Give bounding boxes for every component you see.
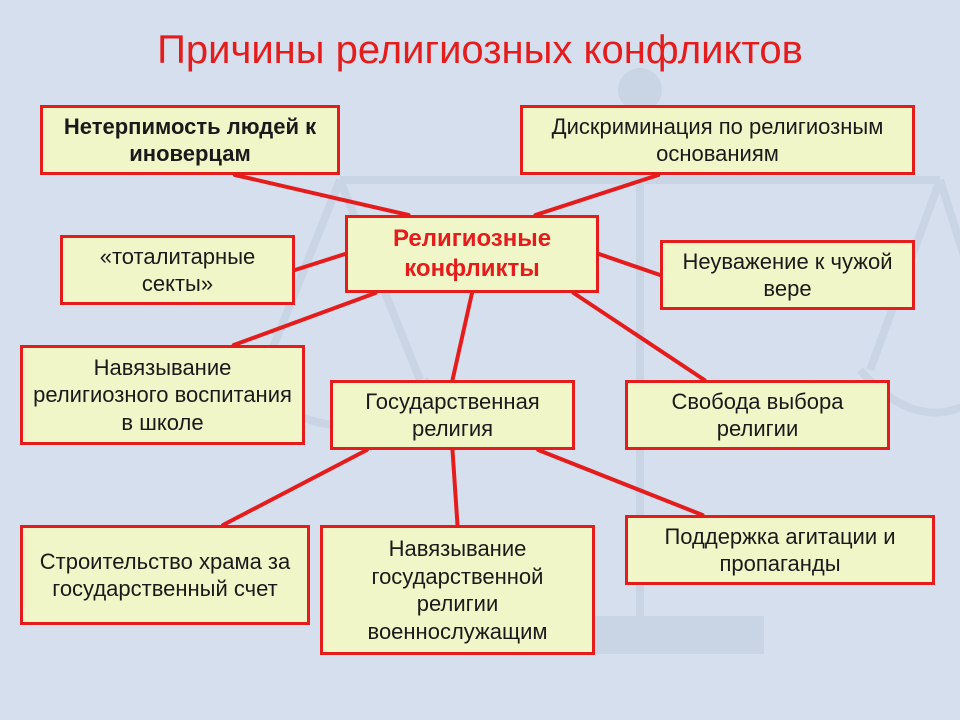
- node-label: Религиозные конфликты: [358, 224, 586, 284]
- node-sects: «тоталитарные секты»: [60, 235, 295, 305]
- node-label: Неуважение к чужой вере: [673, 248, 902, 303]
- node-label: Навязывание религиозного воспитания в шк…: [33, 354, 292, 437]
- node-label: «тоталитарные секты»: [73, 243, 282, 298]
- node-intol: Нетерпимость людей к иноверцам: [40, 105, 340, 175]
- node-staterel: Государственная религия: [330, 380, 575, 450]
- node-label: Поддержка агитации и пропаганды: [638, 523, 922, 578]
- node-propag: Поддержка агитации и пропаганды: [625, 515, 935, 585]
- node-label: Государственная религия: [343, 388, 562, 443]
- node-label: Дискриминация по религиозным основаниям: [533, 113, 902, 168]
- node-freedom: Свобода выбора религии: [625, 380, 890, 450]
- node-label: Навязывание государственной религии воен…: [333, 535, 582, 645]
- node-label: Нетерпимость людей к иноверцам: [53, 113, 327, 168]
- node-center: Религиозные конфликты: [345, 215, 599, 293]
- node-disresp: Неуважение к чужой вере: [660, 240, 915, 310]
- node-discr: Дискриминация по религиозным основаниям: [520, 105, 915, 175]
- node-school: Навязывание религиозного воспитания в шк…: [20, 345, 305, 445]
- node-milit: Навязывание государственной религии воен…: [320, 525, 595, 655]
- node-label: Свобода выбора религии: [638, 388, 877, 443]
- diagram-canvas: Причины религиозных конфликтов Религиозн…: [0, 0, 960, 720]
- page-title: Причины религиозных конфликтов: [0, 28, 960, 73]
- node-temple: Строительство храма за государственный с…: [20, 525, 310, 625]
- node-label: Строительство храма за государственный с…: [33, 548, 297, 603]
